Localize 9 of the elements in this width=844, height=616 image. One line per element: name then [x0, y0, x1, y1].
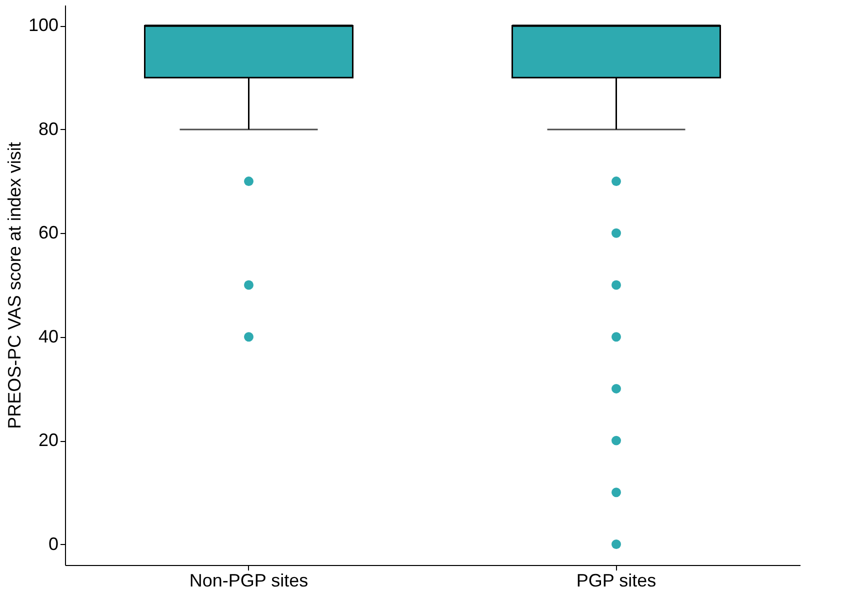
y-tick-label: 100	[28, 15, 58, 36]
y-tick-label: 60	[38, 222, 58, 243]
y-tick-label: 40	[38, 326, 58, 346]
x-tick-label: PGP sites	[576, 570, 656, 590]
y-tick-label: 80	[38, 118, 58, 139]
y-tick-label: 20	[38, 430, 58, 450]
y-axis-title: PREOS-PC VAS score at index visit	[4, 142, 24, 429]
y-tick-label: 0	[48, 534, 58, 554]
x-tick-label: Non-PGP sites	[189, 570, 308, 590]
